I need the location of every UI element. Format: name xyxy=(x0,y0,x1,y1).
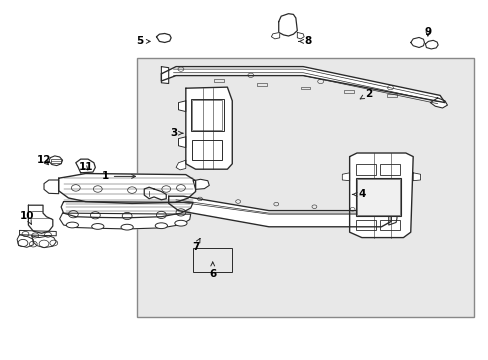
Polygon shape xyxy=(44,180,59,194)
Ellipse shape xyxy=(66,222,78,228)
Polygon shape xyxy=(425,40,437,49)
Text: 11: 11 xyxy=(78,162,93,172)
Polygon shape xyxy=(60,213,190,229)
Polygon shape xyxy=(178,101,185,112)
Polygon shape xyxy=(17,235,33,247)
Polygon shape xyxy=(193,179,209,189)
Text: 12: 12 xyxy=(37,155,51,165)
Polygon shape xyxy=(156,33,171,42)
Polygon shape xyxy=(185,87,232,169)
Bar xyxy=(380,164,399,175)
Bar xyxy=(386,94,396,96)
Ellipse shape xyxy=(121,224,133,230)
Polygon shape xyxy=(28,205,53,233)
Polygon shape xyxy=(32,236,56,248)
Polygon shape xyxy=(161,67,168,84)
Bar xyxy=(355,178,400,216)
Polygon shape xyxy=(168,196,390,227)
Bar xyxy=(214,80,224,82)
Bar xyxy=(137,58,473,317)
Text: 2: 2 xyxy=(359,89,372,99)
Polygon shape xyxy=(61,202,193,218)
Bar xyxy=(192,100,222,130)
Ellipse shape xyxy=(155,223,167,229)
Polygon shape xyxy=(161,67,444,103)
Bar xyxy=(192,140,222,160)
Bar xyxy=(193,248,232,272)
Text: 4: 4 xyxy=(352,189,365,199)
Polygon shape xyxy=(76,159,95,173)
Text: 5: 5 xyxy=(136,36,150,46)
Text: 3: 3 xyxy=(170,128,183,138)
Bar xyxy=(51,159,61,163)
Bar xyxy=(300,86,310,89)
Ellipse shape xyxy=(175,220,186,226)
Polygon shape xyxy=(176,160,185,170)
Polygon shape xyxy=(49,156,62,166)
Bar xyxy=(380,220,399,230)
Text: 6: 6 xyxy=(209,262,216,279)
Bar xyxy=(357,179,399,215)
Polygon shape xyxy=(271,32,279,39)
Polygon shape xyxy=(412,173,420,181)
Polygon shape xyxy=(410,37,424,48)
Text: 8: 8 xyxy=(298,36,311,46)
Bar xyxy=(355,220,375,230)
Polygon shape xyxy=(297,32,304,39)
Polygon shape xyxy=(278,14,297,36)
Polygon shape xyxy=(349,153,412,238)
Polygon shape xyxy=(388,211,396,225)
Polygon shape xyxy=(144,187,166,200)
Bar xyxy=(343,90,353,93)
Polygon shape xyxy=(342,173,349,181)
Text: 1: 1 xyxy=(102,171,135,181)
Text: 10: 10 xyxy=(20,211,34,224)
Polygon shape xyxy=(429,98,447,108)
Polygon shape xyxy=(178,137,185,148)
Ellipse shape xyxy=(92,224,104,229)
Bar xyxy=(190,99,224,131)
Polygon shape xyxy=(59,174,195,203)
Polygon shape xyxy=(20,230,56,236)
Text: 9: 9 xyxy=(424,27,430,37)
Bar xyxy=(257,83,266,86)
Text: 7: 7 xyxy=(191,238,200,252)
Bar xyxy=(355,164,375,175)
